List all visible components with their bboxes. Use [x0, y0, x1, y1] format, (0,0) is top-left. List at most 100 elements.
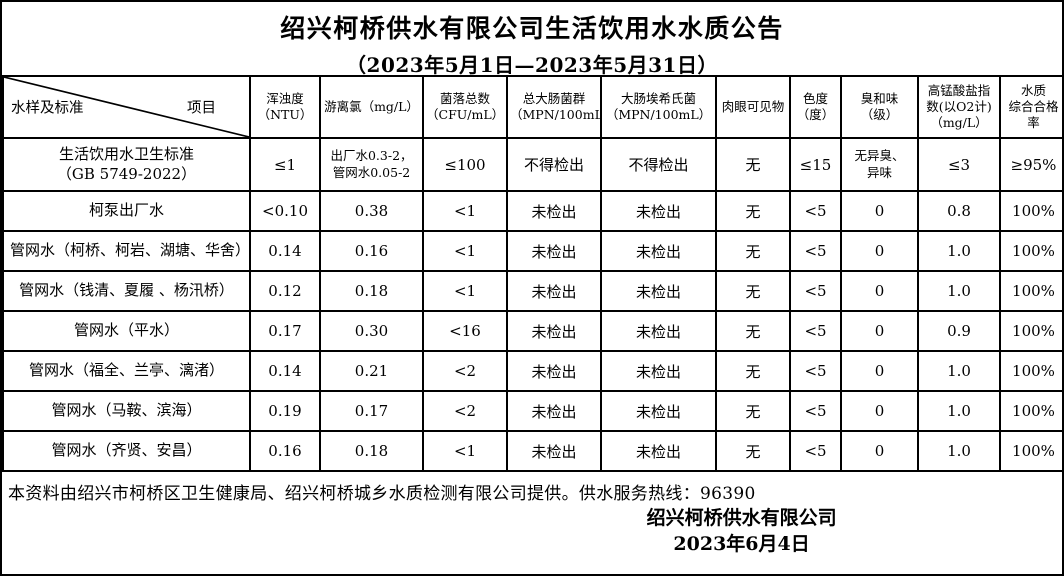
- row-label: 柯泵出厂水: [2, 190, 251, 232]
- column-header: 游离氯（mg/L）: [319, 75, 424, 139]
- corner-label-item: 项目: [187, 100, 216, 117]
- value-cell: 0.19: [249, 390, 321, 432]
- value-cell: ≤1: [249, 137, 321, 192]
- table-row: 生活饮用水卫生标准 （GB 5749-2022） ≤1 出厂水0.3-2， 管网水0…: [2, 137, 1062, 192]
- row-label: 生活饮用水卫生标准 （GB 5749-2022）: [2, 137, 251, 192]
- value-cell: 未检出: [600, 350, 717, 392]
- value-cell: 不得检出: [600, 137, 717, 192]
- value-cell: <5: [789, 390, 842, 432]
- value-cell: 0.12: [249, 270, 321, 312]
- value-cell: 0: [840, 230, 919, 272]
- value-cell: ≤100: [422, 137, 508, 192]
- value-cell: 0.18: [319, 430, 424, 472]
- column-header: 菌落总数 （CFU/mL）: [422, 75, 508, 139]
- value-cell: ≥95%: [999, 137, 1062, 192]
- row-label: 管网水（齐贤、安昌）: [2, 430, 251, 472]
- water-quality-table: 水样及标准 项目 浑浊度 （NTU） 游离氯（mg/L） 菌落总数 （CFU/mL）…: [2, 75, 1062, 472]
- value-cell: 未检出: [600, 430, 717, 472]
- value-cell: 未检出: [600, 390, 717, 432]
- value-cell: 未检出: [506, 270, 602, 312]
- value-cell: 无: [715, 430, 791, 472]
- value-cell: 0.16: [319, 230, 424, 272]
- value-cell: 0: [840, 350, 919, 392]
- value-cell: 100%: [999, 350, 1062, 392]
- footer-note: 本资料由绍兴市柯桥区卫生健康局、绍兴柯桥城乡水质检测有限公司提供。供水服务热线：…: [8, 484, 756, 504]
- page-subtitle: （2023年5月1日—2023年5月31日）: [346, 53, 718, 77]
- value-cell: 0.14: [249, 350, 321, 392]
- value-cell: 未检出: [600, 310, 717, 352]
- value-cell: <5: [789, 430, 842, 472]
- signature-block: 绍兴柯桥供水有限公司 2023年6月4日: [427, 505, 1056, 557]
- column-header: 水质 综合合格率: [999, 75, 1062, 139]
- value-cell: <1: [422, 190, 508, 232]
- column-header: 色度 （度）: [789, 75, 842, 139]
- value-cell: <2: [422, 350, 508, 392]
- signature-company: 绍兴柯桥供水有限公司: [646, 507, 837, 529]
- value-cell: 0.30: [319, 310, 424, 352]
- value-cell: 1.0: [917, 270, 1001, 312]
- value-cell: 0.21: [319, 350, 424, 392]
- value-cell: 100%: [999, 430, 1062, 472]
- value-cell: <0.10: [249, 190, 321, 232]
- value-cell: <5: [789, 190, 842, 232]
- value-cell: 0.8: [917, 190, 1001, 232]
- value-cell: 未检出: [506, 390, 602, 432]
- value-cell: 出厂水0.3-2， 管网水0.05-2: [319, 137, 424, 192]
- value-cell: 无: [715, 350, 791, 392]
- value-cell: 1.0: [917, 350, 1001, 392]
- value-cell: <2: [422, 390, 508, 432]
- value-cell: 1.0: [917, 230, 1001, 272]
- table-row: 管网水（马鞍、滨海） 0.19 0.17 <2 未检出 未检出无 <5 0 1.0 100%: [2, 390, 1062, 432]
- value-cell: 100%: [999, 190, 1062, 232]
- value-cell: 0.17: [249, 310, 321, 352]
- value-cell: 0: [840, 270, 919, 312]
- table-row: 管网水（福全、兰亭、漓渚） 0.14 0.21 <2 未检出 未检出无 <5 0 1.0 100%: [2, 350, 1062, 392]
- value-cell: <5: [789, 350, 842, 392]
- value-cell: 无: [715, 310, 791, 352]
- table-row: 柯泵出厂水 <0.10 0.38 <1 未检出 未检出无 <5 0 0.8 100%: [2, 190, 1062, 232]
- footer: 本资料由绍兴市柯桥区卫生健康局、绍兴柯桥城乡水质检测有限公司提供。供水服务热线：…: [2, 472, 1062, 557]
- column-header: 臭和味 （级）: [840, 75, 919, 139]
- value-cell: ≤3: [917, 137, 1001, 192]
- value-cell: ≤15: [789, 137, 842, 192]
- value-cell: 100%: [999, 310, 1062, 352]
- value-cell: 1.0: [917, 430, 1001, 472]
- value-cell: 0.14: [249, 230, 321, 272]
- corner-cell: 水样及标准 项目: [2, 75, 251, 139]
- page-title: 绍兴柯桥供水有限公司生活饮用水水质公告: [280, 14, 784, 43]
- value-cell: 100%: [999, 270, 1062, 312]
- value-cell: <1: [422, 230, 508, 272]
- value-cell: 0: [840, 310, 919, 352]
- value-cell: 未检出: [506, 190, 602, 232]
- value-cell: 0: [840, 430, 919, 472]
- value-cell: <1: [422, 430, 508, 472]
- value-cell: 无: [715, 390, 791, 432]
- value-cell: <16: [422, 310, 508, 352]
- value-cell: 1.0: [917, 390, 1001, 432]
- value-cell: 无: [715, 190, 791, 232]
- value-cell: 未检出: [506, 310, 602, 352]
- value-cell: 100%: [999, 230, 1062, 272]
- column-header: 大肠埃希氏菌 （MPN/100mL）: [600, 75, 717, 139]
- value-cell: <5: [789, 230, 842, 272]
- corner-diagonal-line: [4, 77, 249, 137]
- value-cell: 未检出: [506, 350, 602, 392]
- row-label: 管网水（平水）: [2, 310, 251, 352]
- value-cell: 未检出: [600, 230, 717, 272]
- row-label: 管网水（柯桥、柯岩、湖塘、华舍）: [2, 230, 251, 272]
- value-cell: 0: [840, 390, 919, 432]
- value-cell: 0.17: [319, 390, 424, 432]
- table-row: 管网水（齐贤、安昌） 0.16 0.18 <1 未检出 未检出无 <5 0 1.0 100%: [2, 430, 1062, 472]
- table-row: 管网水（柯桥、柯岩、湖塘、华舍） 0.14 0.16 <1 未检出 未检出无 <5 0 1.0 1…: [2, 230, 1062, 272]
- column-header: 总大肠菌群 （MPN/100mL）: [506, 75, 602, 139]
- value-cell: <5: [789, 310, 842, 352]
- value-cell: <5: [789, 270, 842, 312]
- value-cell: 100%: [999, 390, 1062, 432]
- row-label: 管网水（马鞍、滨海）: [2, 390, 251, 432]
- value-cell: 0.9: [917, 310, 1001, 352]
- table-row: 管网水（平水） 0.17 0.30 <16 未检出 未检出无 <5 0 0.9 100%: [2, 310, 1062, 352]
- value-cell: 无: [715, 137, 791, 192]
- value-cell: 0: [840, 190, 919, 232]
- column-header: 浑浊度 （NTU）: [249, 75, 321, 139]
